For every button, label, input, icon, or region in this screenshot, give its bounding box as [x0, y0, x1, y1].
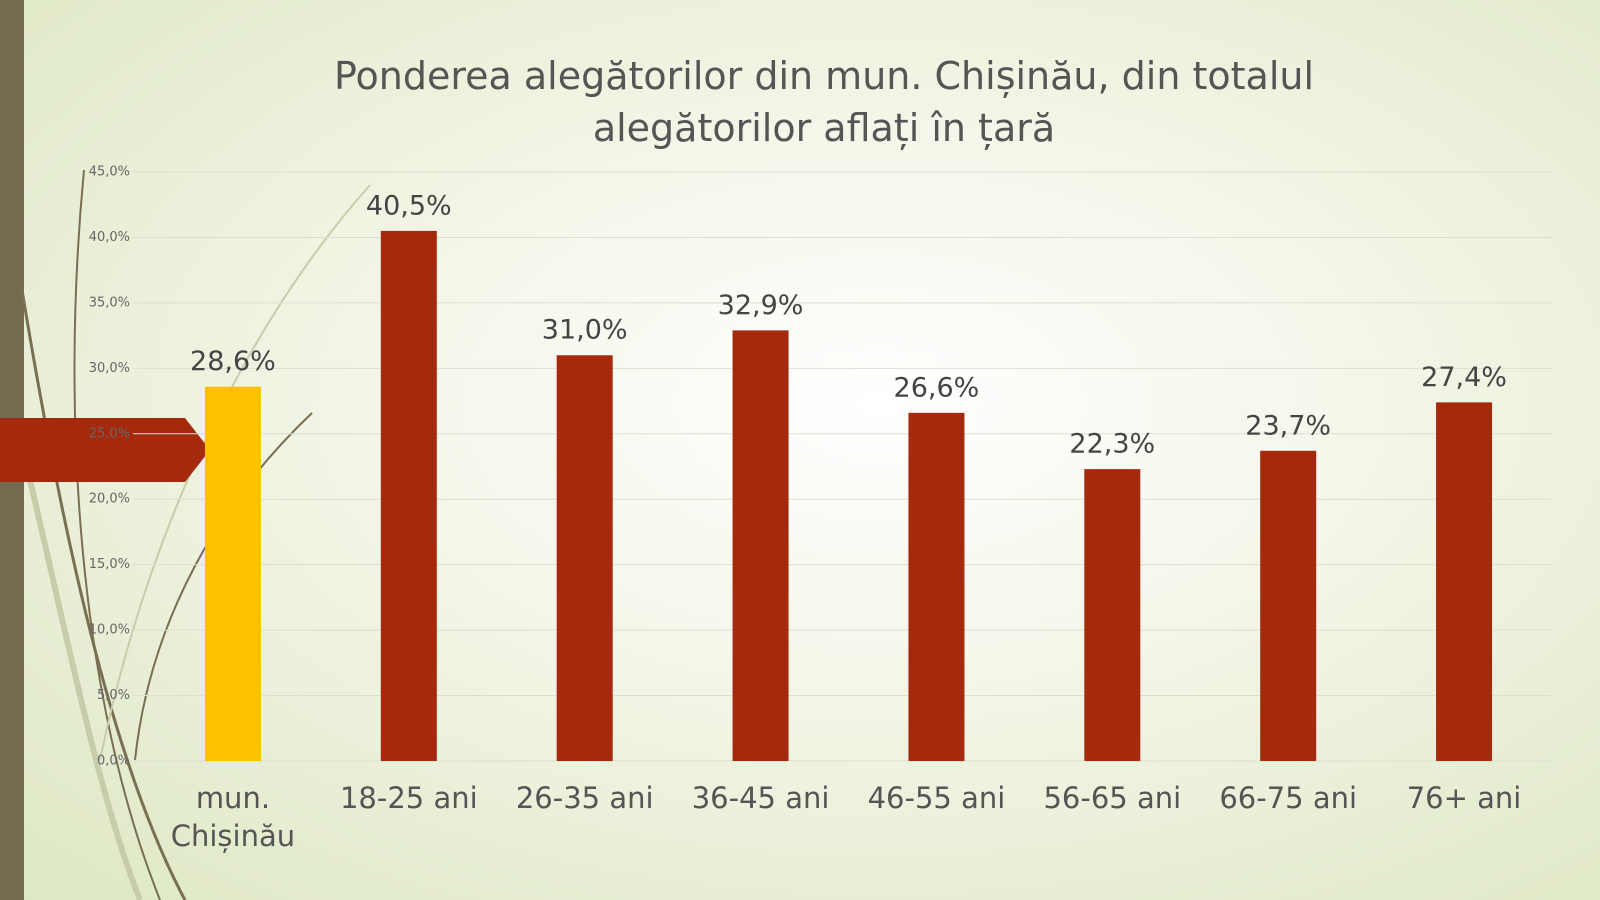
x-tick-label: 76+ ani	[1406, 781, 1522, 815]
bar	[1260, 450, 1317, 761]
bar	[1436, 402, 1493, 761]
y-tick-label: 45,0%	[89, 165, 130, 180]
data-label: 27,4%	[1421, 362, 1507, 393]
x-tick-label: 56-65 ani	[1043, 781, 1182, 815]
bar	[556, 355, 613, 761]
data-label: 22,3%	[1069, 429, 1155, 460]
y-tick-label: 10,0%	[89, 623, 130, 638]
y-tick-label: 20,0%	[89, 492, 130, 507]
y-tick-label: 0,0%	[97, 754, 130, 769]
data-label: 26,6%	[894, 372, 980, 403]
bar	[380, 230, 437, 761]
data-label: 23,7%	[1245, 410, 1331, 441]
y-tick-label: 5,0%	[97, 688, 130, 703]
x-tick-label: 66-75 ani	[1219, 781, 1358, 815]
data-label: 40,5%	[366, 190, 452, 221]
data-label: 32,9%	[718, 290, 804, 321]
y-tick-label: 40,0%	[89, 230, 130, 245]
x-tick-label: 18-25 ani	[339, 781, 478, 815]
data-label: 28,6%	[190, 346, 276, 377]
y-tick-label: 25,0%	[89, 426, 130, 441]
bar	[204, 386, 261, 761]
chart-title: Ponderea alegătorilor din mun. Chișinău,…	[333, 54, 1315, 150]
y-tick-label: 30,0%	[89, 361, 130, 376]
x-tick-label: 46-55 ani	[867, 781, 1006, 815]
bar	[732, 330, 789, 761]
x-tick-label: 36-45 ani	[691, 781, 830, 815]
x-tick-label: 26-35 ani	[515, 781, 654, 815]
y-tick-label: 15,0%	[89, 557, 130, 572]
x-tick-label: mun. Chișinău	[170, 781, 296, 853]
data-label: 31,0%	[542, 315, 628, 346]
bar	[908, 412, 965, 761]
bar	[1084, 469, 1141, 761]
y-tick-label: 35,0%	[89, 295, 130, 310]
